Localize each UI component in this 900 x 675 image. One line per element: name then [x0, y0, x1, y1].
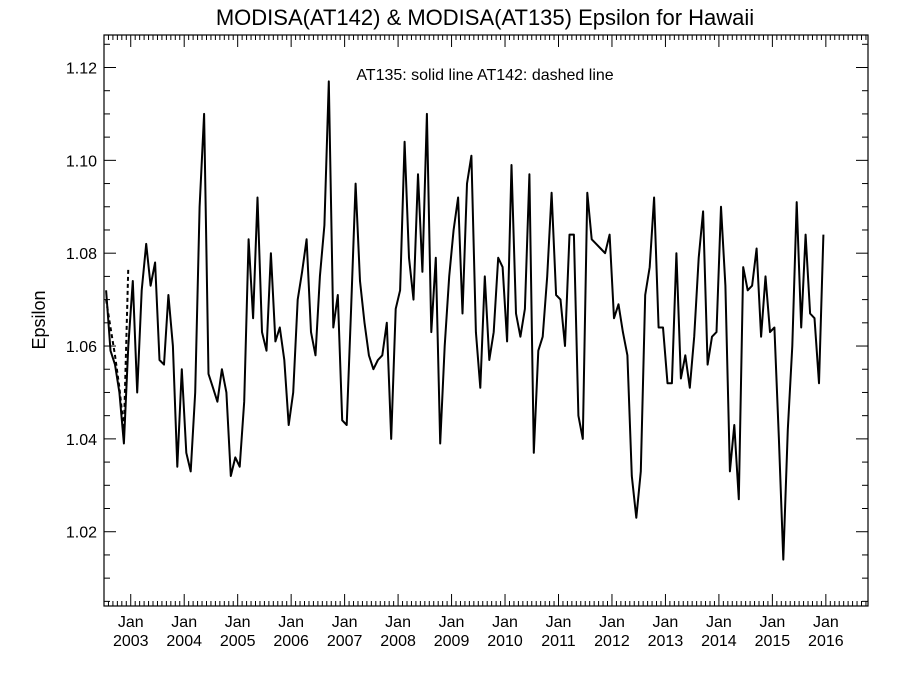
x-tick-labels: Jan 2003 Jan 2004 Jan 2005 Jan 2006 Jan 2007 Jan 20…: [113, 614, 844, 650]
x-tick-label-month: Jan: [439, 614, 465, 631]
x-tick-label-year: 2015: [755, 633, 791, 650]
x-tick-label-month: Jan: [385, 614, 411, 631]
chart-title: MODISA(AT142) & MODISA(AT135) Epsilon fo…: [216, 5, 754, 30]
x-tick-label-year: 2014: [701, 633, 737, 650]
x-tick-label-month: Jan: [599, 614, 625, 631]
x-tick-label-month: Jan: [653, 614, 679, 631]
y-tick-label: 1.06: [66, 339, 97, 356]
y-tick-label: 1.12: [66, 60, 97, 77]
x-tick-label-month: Jan: [813, 614, 839, 631]
x-tick-label-month: Jan: [278, 614, 304, 631]
x-tick-label-year: 2005: [220, 633, 256, 650]
y-tick-labels: 1.02 1.04 1.06 1.08 1.10 1.12: [66, 60, 97, 541]
x-tick-label-year: 2008: [380, 633, 416, 650]
x-tick-label-month: Jan: [706, 614, 732, 631]
line-style-annotation: AT135: solid line AT142: dashed line: [356, 67, 613, 84]
x-tick-label-year: 2009: [434, 633, 470, 650]
tick-marks: [103, 35, 868, 606]
x-tick-label-month: Jan: [492, 614, 518, 631]
x-tick-label-year: 2003: [113, 633, 149, 650]
y-axis-label: Epsilon: [29, 290, 49, 349]
plot-frame: [103, 34, 869, 607]
x-tick-label-month: Jan: [171, 614, 197, 631]
x-tick-label-year: 2016: [808, 633, 844, 650]
x-tick-label-year: 2007: [327, 633, 363, 650]
x-tick-label-month: Jan: [225, 614, 251, 631]
series-lines: [105, 80, 825, 561]
x-tick-label-month: Jan: [332, 614, 358, 631]
x-tick-label-year: 2010: [487, 633, 523, 650]
series-at135-line: [105, 80, 825, 561]
y-tick-label: 1.02: [66, 525, 97, 542]
x-tick-label-month: Jan: [118, 614, 144, 631]
y-tick-label: 1.10: [66, 153, 97, 170]
x-tick-label-month: Jan: [546, 614, 572, 631]
y-tick-label: 1.08: [66, 246, 97, 263]
x-tick-label-year: 2004: [166, 633, 202, 650]
x-tick-label-year: 2006: [273, 633, 309, 650]
y-tick-label: 1.04: [66, 432, 97, 449]
x-tick-label-year: 2013: [648, 633, 684, 650]
x-tick-label-month: Jan: [759, 614, 785, 631]
series-at142-line: [105, 267, 130, 431]
x-tick-label-year: 2011: [541, 633, 576, 650]
x-tick-label-year: 2012: [594, 633, 630, 650]
